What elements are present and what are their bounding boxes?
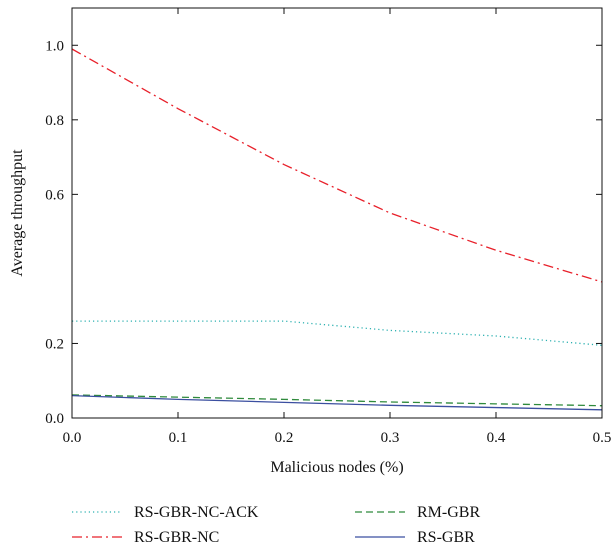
y-tick-label: 0.0 <box>45 411 64 427</box>
legend-label-rm-gbr: RM-GBR <box>417 504 480 521</box>
x-tick-label: 0.1 <box>169 430 188 446</box>
plot-frame <box>71 7 603 419</box>
legend-label-rs-gbr-nc-ack: RS-GBR-NC-ACK <box>134 504 259 521</box>
legend-label-rs-gbr-nc: RS-GBR-NC <box>134 529 219 546</box>
x-tick-label: 0.4 <box>487 430 506 446</box>
x-tick-label: 0.2 <box>275 430 294 446</box>
x-tick-label: 0.0 <box>63 430 82 446</box>
y-tick-label: 0.6 <box>45 187 64 203</box>
series-line-rm-gbr <box>71 394 603 407</box>
y-tick-label: 0.2 <box>45 336 64 352</box>
chart-marks <box>71 48 603 411</box>
series-line-rs-gbr-nc <box>71 48 603 283</box>
legend: RS-GBR-NC-ACK RS-GBR-NC RM-GBR RS-GBR <box>72 504 480 546</box>
x-tick-label: 0.3 <box>381 430 400 446</box>
y-tick-label: 0.8 <box>45 113 64 129</box>
x-axis-label: Malicious nodes (%) <box>270 459 403 476</box>
y-axis-label: Average throughput <box>9 149 26 277</box>
series-line-rs-gbr-nc-ack <box>72 320 603 346</box>
x-tick-label: 0.5 <box>593 430 612 446</box>
y-tick-label: 1.0 <box>45 38 64 54</box>
series-line-rs-gbr <box>71 394 603 411</box>
legend-label-rs-gbr: RS-GBR <box>417 529 475 546</box>
axis-ticks: 0.0 0.1 0.2 0.3 0.4 0.5 0.0 0.2 0.6 0.8 1.0 <box>45 8 611 446</box>
